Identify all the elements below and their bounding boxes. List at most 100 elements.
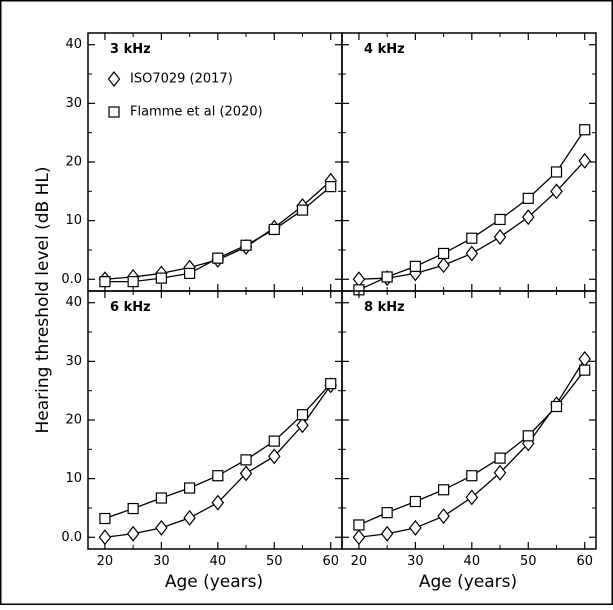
y-tick-label: 20 (65, 413, 82, 428)
panel-frame (341, 290, 597, 550)
square-point (325, 181, 337, 193)
x-tick-label: 50 (266, 554, 283, 569)
x-tick-label: 20 (97, 554, 114, 569)
square-point (409, 495, 421, 508)
diamond-point (409, 519, 422, 536)
square-point (494, 452, 506, 464)
square-point (268, 223, 280, 236)
panel-title: 4 kHz (364, 42, 405, 57)
diamond-point (522, 209, 535, 226)
x-tick-label: 60 (322, 554, 339, 569)
square-point (184, 267, 196, 280)
panel-2: 0.0 10 20 30 40 20 30 40 50 60 6 kHz (61, 290, 343, 569)
panel-title: 8 kHz (364, 300, 405, 315)
square-point (99, 512, 111, 525)
square-point (325, 378, 337, 390)
panel-3: 20 30 40 50 60 8 kHz (341, 290, 597, 569)
square-point (212, 470, 224, 482)
square-point (438, 484, 450, 496)
series-line (358, 160, 586, 280)
square-point (99, 276, 111, 288)
diamond-point (493, 464, 507, 481)
legend-label: ISO7029 (2017) (130, 72, 233, 87)
square-point (522, 192, 534, 204)
square-point (296, 409, 309, 421)
square-point (579, 124, 591, 136)
diamond-point (239, 465, 253, 482)
square-point (466, 232, 478, 244)
square-point (522, 430, 534, 442)
diamond-point (211, 494, 225, 511)
diamond-point (296, 417, 309, 434)
square-point (296, 204, 309, 216)
square-point (155, 492, 167, 504)
square-point (127, 502, 139, 515)
x-tick-label: 30 (407, 554, 424, 569)
square-point (381, 271, 393, 283)
diamond-point (155, 519, 168, 536)
x-tick-label: 60 (576, 554, 593, 569)
square-point (409, 260, 421, 272)
diamond-point (578, 152, 591, 169)
diamond-point (578, 351, 591, 367)
legend-square-marker (108, 106, 120, 118)
x-tick-label: 50 (520, 554, 537, 569)
square-point (240, 454, 252, 466)
diamond-point (183, 509, 196, 526)
diamond-point (437, 508, 450, 525)
legend-diamond-marker (107, 71, 121, 87)
x-tick-label: 20 (351, 554, 368, 569)
panels-group: 0.0 10 20 30 40 3 kHz ISO7029 (2017) Flamme et … (61, 32, 597, 569)
square-point (212, 252, 224, 264)
y-tick-label: 0.0 (61, 530, 82, 545)
y-tick-label: 30 (65, 354, 82, 369)
x-tick-label: 30 (153, 554, 170, 569)
y-tick-label: 40 (65, 295, 82, 310)
x-tick-label: 40 (210, 554, 227, 569)
diamond-point (352, 271, 366, 288)
x-tick-label: 40 (464, 554, 481, 569)
diamond-point (465, 245, 479, 262)
legend-label: Flamme et al (2020) (130, 105, 263, 120)
square-point (240, 239, 252, 251)
square-point (579, 364, 591, 376)
y-tick-label: 20 (65, 155, 82, 170)
square-point (466, 470, 478, 482)
y-tick-label: 30 (65, 96, 82, 111)
square-point (155, 272, 167, 284)
diamond-point (268, 448, 281, 465)
y-tick-label: 10 (65, 471, 82, 486)
diamond-point (98, 529, 112, 546)
series-line (104, 385, 332, 538)
square-point (550, 400, 563, 413)
square-point (127, 276, 139, 288)
x-axis-title-right: Age (years) (419, 572, 517, 592)
diamond-point (550, 183, 563, 200)
x-axis-title-left: Age (years) (165, 572, 263, 592)
diamond-point (380, 525, 394, 542)
square-point (438, 247, 450, 260)
square-point (494, 213, 506, 226)
diamond-point (493, 229, 507, 246)
panel-title: 3 kHz (110, 42, 151, 57)
diamond-point (126, 525, 140, 542)
square-point (381, 507, 393, 519)
square-point (353, 519, 365, 531)
diamond-point (352, 529, 366, 546)
square-point (268, 435, 280, 447)
panel-1: 4 kHz (341, 32, 597, 296)
square-point (550, 166, 563, 178)
y-axis-title: Hearing threshold level (dB HL) (33, 166, 53, 433)
y-tick-label: 40 (65, 37, 82, 52)
y-tick-label: 0.0 (61, 272, 82, 287)
diamond-point (465, 489, 479, 506)
y-tick-label: 10 (65, 213, 82, 228)
diamond-point (437, 257, 450, 274)
panel-title: 6 kHz (110, 300, 151, 315)
square-point (184, 482, 196, 494)
series-line (358, 129, 586, 291)
panel-0: 0.0 10 20 30 40 3 kHz ISO7029 (2017) Flamme et … (61, 32, 343, 292)
